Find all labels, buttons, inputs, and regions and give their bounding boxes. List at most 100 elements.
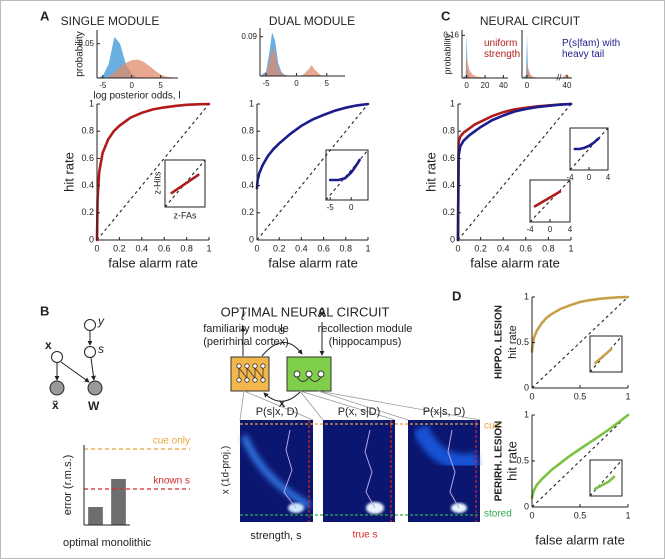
x-tick-label: 0.4 [136, 243, 149, 253]
x-tick-label: 0.2 [113, 243, 126, 253]
heatmap-guides [240, 420, 480, 522]
y-tick-label: 0.6 [442, 153, 455, 163]
roc-curve [255, 102, 370, 190]
x-tick-label: 0.2 [474, 243, 487, 253]
x-axis-label: false alarm rate [108, 255, 198, 270]
x-tick-label: 0 [349, 203, 354, 212]
panel-label: B [40, 303, 49, 318]
module-name: familiarity module [203, 323, 289, 335]
x-axis-label: false alarm rate [268, 255, 358, 270]
chart-title: PERIRH. LESION [494, 421, 505, 502]
chart-title: DUAL MODULE [269, 14, 355, 28]
heatmap [408, 420, 481, 522]
x-tick-label: 1 [206, 243, 211, 253]
chance-diagonal [531, 414, 629, 508]
x-tick-label: 0.6 [158, 243, 171, 253]
y-tick-label: 0 [450, 234, 455, 244]
y-tick-label: 0.8 [81, 126, 94, 136]
x-tick-label: 0 [529, 391, 534, 401]
density-area [97, 59, 178, 78]
x-tick-label: 0.2 [273, 243, 286, 253]
y-tick-label: 1 [524, 291, 529, 301]
edge [90, 357, 96, 381]
x-tick-label: 0.6 [317, 243, 330, 253]
x-tick-label: 0 [464, 81, 469, 90]
y-tick-label: 0 [524, 382, 529, 392]
roc-curve [170, 173, 200, 195]
x-tick-label: 40 [563, 81, 572, 90]
y-tick-label: 1 [249, 98, 254, 108]
roc-curve [530, 295, 630, 353]
reference-label: cue only [153, 436, 190, 447]
y-axis-label: error (r.m.s.) [62, 455, 74, 516]
arrow-label: ℓ [241, 309, 246, 323]
chart-title: HIPPO. LESION [494, 305, 505, 379]
y-tick-label: 0.6 [241, 153, 254, 163]
y-axis-label: hit rate [504, 441, 519, 481]
heatmap-title: P(x|s, D) [423, 406, 466, 418]
x-tick-label: 4 [568, 225, 573, 234]
y-tick-label: 1 [89, 98, 94, 108]
chance-diagonal [589, 459, 623, 497]
edge [60, 361, 90, 383]
module-arrows [240, 322, 325, 402]
bar [88, 507, 103, 525]
y-tick-label: 0.6 [81, 153, 94, 163]
panel-label: C [441, 8, 451, 23]
x-tick-label: 0.4 [497, 243, 510, 253]
annotation: cue [484, 421, 501, 432]
x-tick-label: -5 [99, 81, 107, 90]
y-tick-label: 0 [89, 234, 94, 244]
roc-curve [530, 413, 630, 500]
x-tick-label: 1 [568, 243, 573, 253]
x-tick-label: 4 [606, 173, 611, 182]
y-axis-label: probability [75, 31, 86, 77]
x-tick-label: 1 [365, 243, 370, 253]
node-label: x [45, 338, 52, 352]
chart-title: NEURAL CIRCUIT [480, 14, 581, 28]
y-tick-label: 0 [524, 501, 529, 511]
y-tick-label: 0.5 [516, 455, 529, 465]
roc-curve [533, 190, 562, 208]
x-tick-label: 0.5 [574, 391, 587, 401]
node-label: x̃ [52, 398, 59, 412]
x-tick-label: 1 [625, 391, 630, 401]
x-tick-label: 0 [294, 79, 299, 88]
x-tick-label: -5 [327, 203, 335, 212]
node [84, 319, 96, 331]
x-tick-label: -4 [526, 225, 534, 234]
x-axis-label: false alarm rate [470, 255, 560, 270]
axis-break: // [556, 72, 562, 82]
node-label: y [97, 314, 105, 328]
x-tick-label: 5 [158, 81, 163, 90]
arrow-label: s [279, 323, 285, 337]
density-area [260, 47, 345, 76]
x-tick-label: 0.8 [340, 243, 353, 253]
y-axis-label: probability [442, 33, 452, 75]
x-tick-label: -5 [263, 79, 271, 88]
x-tick-label: 0.8 [542, 243, 555, 253]
roc-curve [594, 347, 613, 365]
x-tick-label: 0.8 [180, 243, 193, 253]
y-tick-label: 0.4 [241, 180, 254, 190]
x-axis-label: log posterior odds, l [93, 91, 180, 102]
axes-frame [589, 335, 623, 373]
x-tick-label: 0 [529, 510, 534, 520]
connector-lines [239, 390, 481, 421]
density-area [522, 62, 572, 78]
neuron-icons [236, 363, 266, 383]
node [51, 351, 63, 363]
y-tick-label: 0.8 [241, 126, 254, 136]
x-tick-label: 1 [625, 510, 630, 520]
x-tick-label: 0.5 [574, 510, 587, 520]
y-tick-label: 0.09 [241, 32, 257, 41]
roc-curve [594, 475, 616, 491]
y-axis-label: hit rate [61, 152, 76, 192]
roc-curve [573, 137, 600, 151]
node-observed [49, 380, 65, 396]
heatmap-title: P(s|x, D) [256, 406, 299, 418]
y-tick-label: 1 [524, 409, 529, 419]
y-tick-label: 0.16 [443, 30, 459, 39]
annotation: true s [352, 530, 377, 541]
